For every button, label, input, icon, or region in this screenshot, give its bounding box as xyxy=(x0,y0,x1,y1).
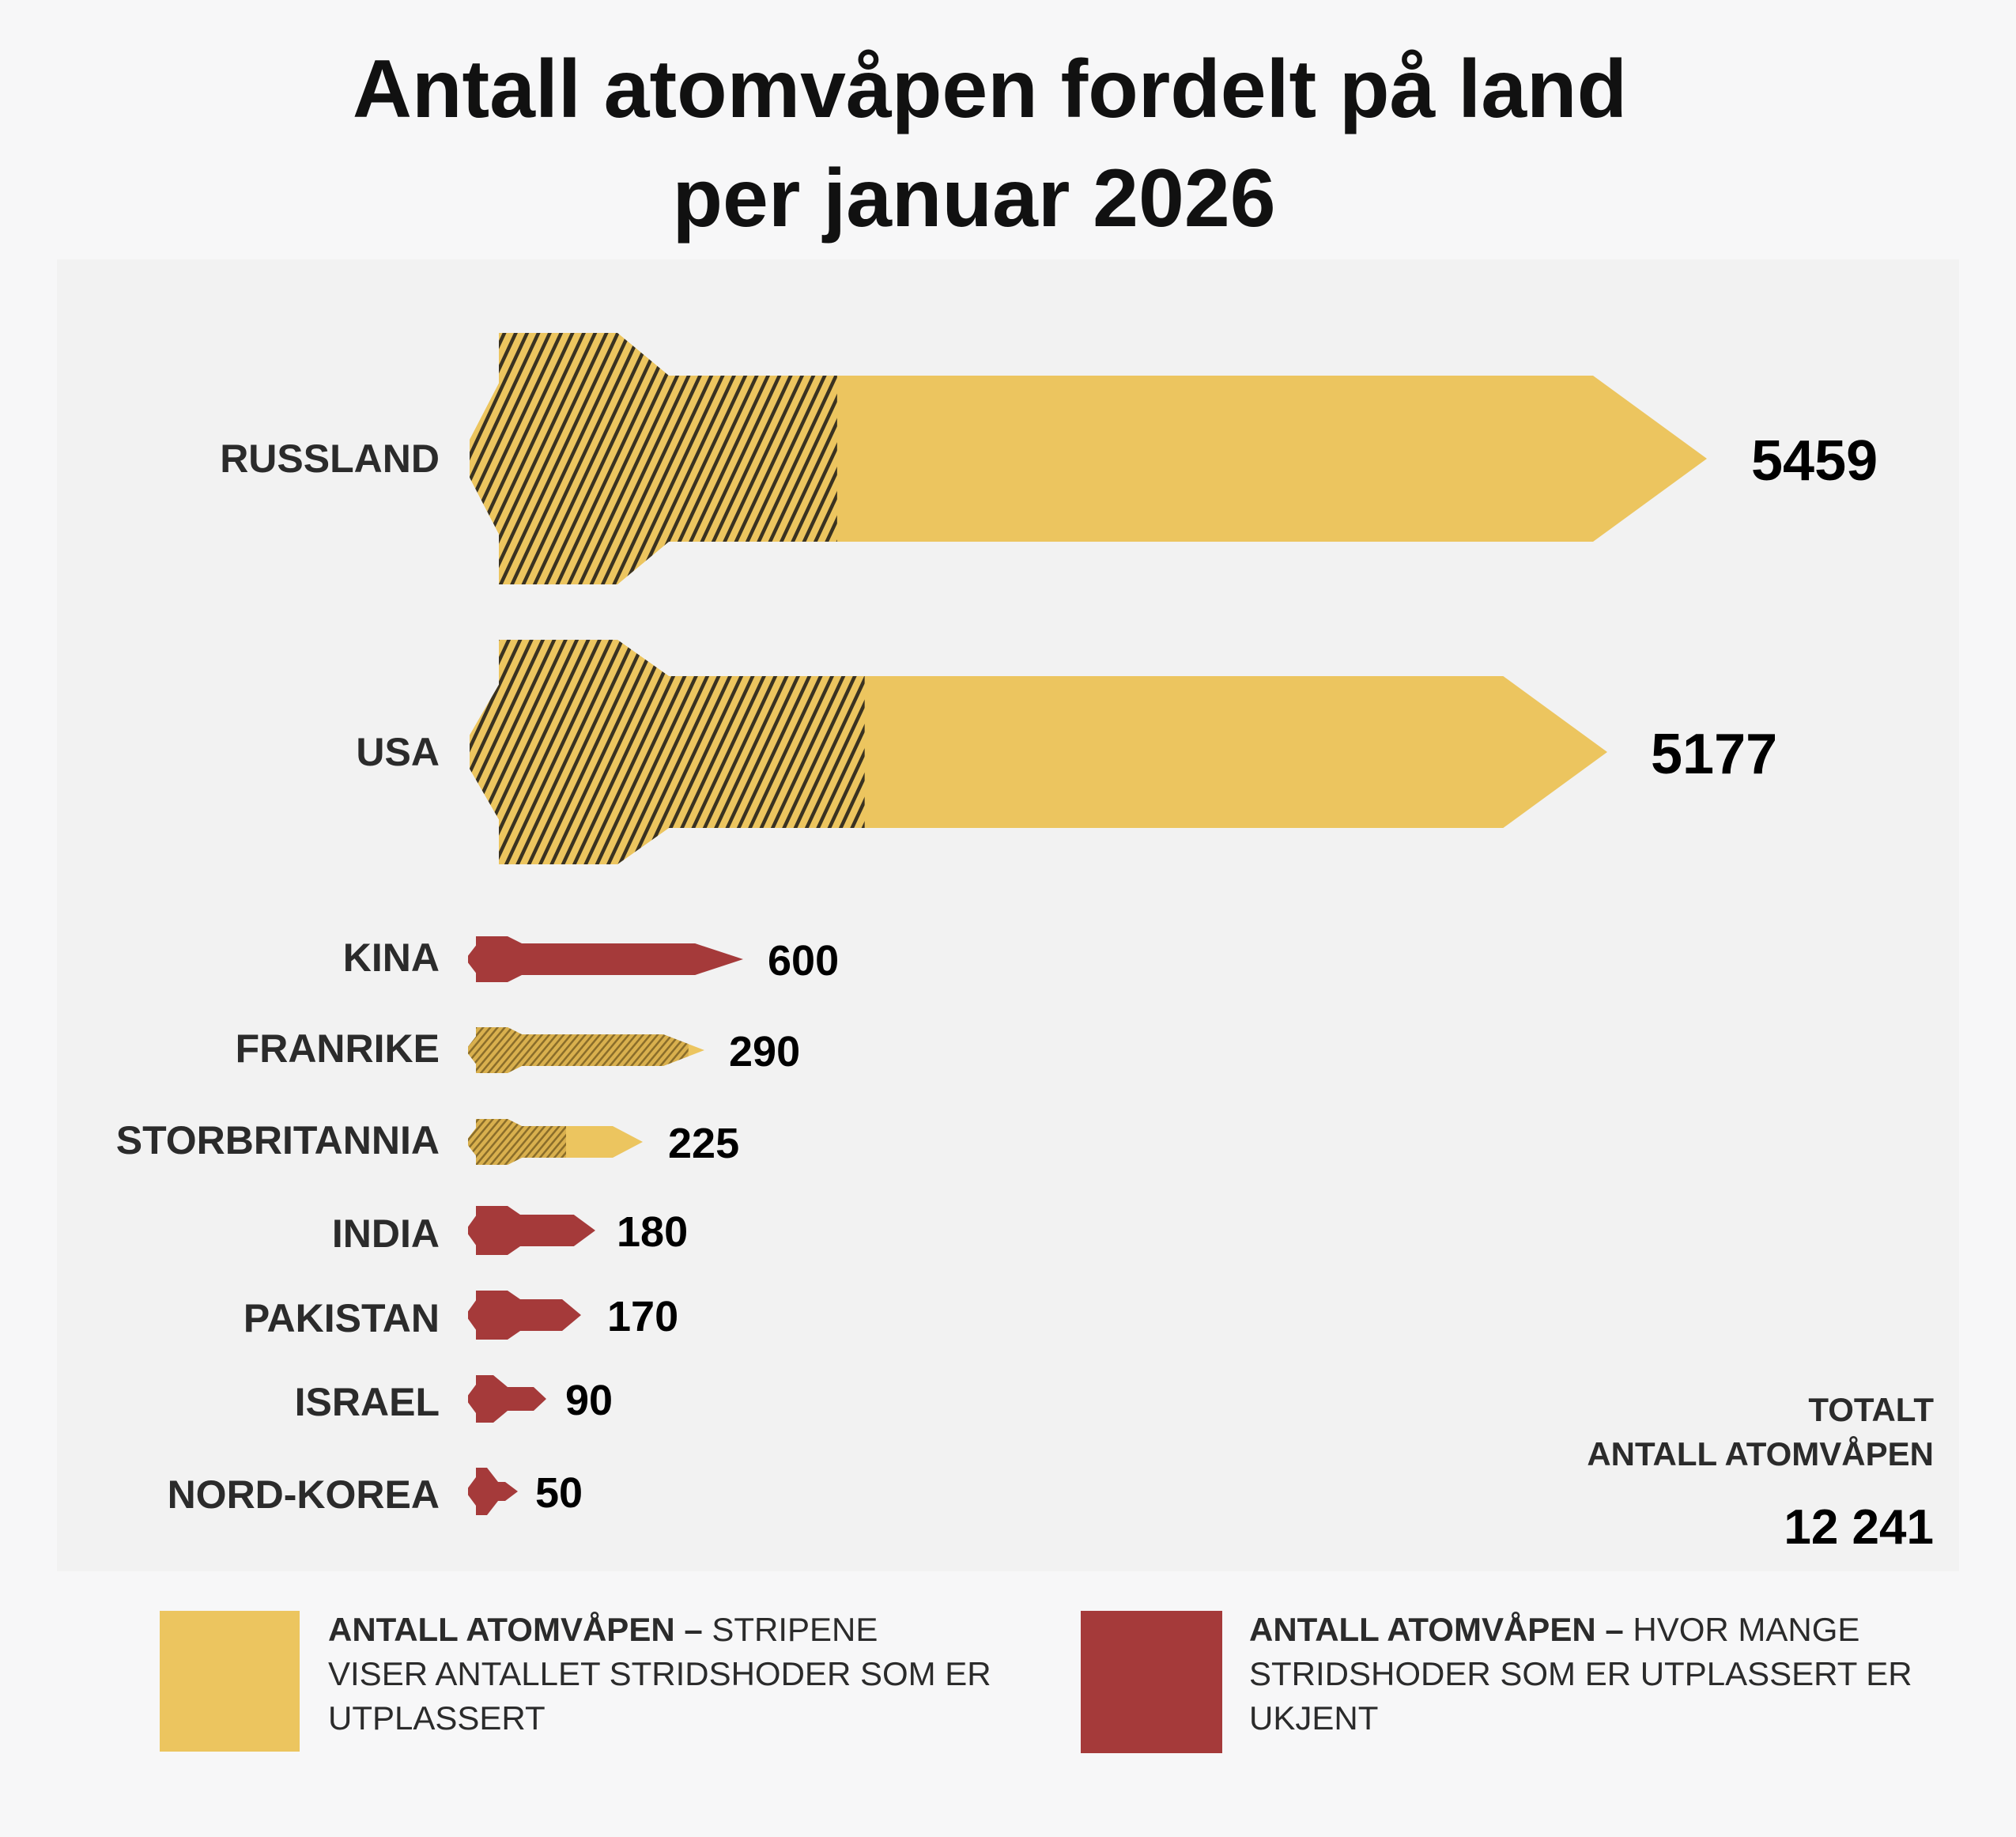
value-label: 5177 xyxy=(1651,723,1777,786)
bar-deployed-russland xyxy=(470,333,837,584)
legend-known-line3: UTPLASSERT xyxy=(328,1699,546,1737)
value-label: 225 xyxy=(668,1120,739,1167)
bar-deployed-usa xyxy=(470,640,865,864)
value-label: 180 xyxy=(617,1208,688,1256)
bars-group: RUSSLAND 5459 USA 5177 KINA 600 FRANRIKE 290 STO… xyxy=(116,333,1878,1517)
bar-kina xyxy=(468,936,743,982)
category-label: KINA xyxy=(343,936,440,980)
legend-unknown-line1: ANTALL ATOMVÅPEN – HVOR MANGE xyxy=(1249,1611,1859,1648)
category-label: RUSSLAND xyxy=(220,437,440,481)
category-label: PAKISTAN xyxy=(244,1296,440,1340)
category-label: FRANRIKE xyxy=(236,1026,440,1071)
legend-unknown-line2: STRIDSHODER SOM ER UTPLASSERT ER xyxy=(1249,1655,1912,1692)
total-label-line1: TOTALT xyxy=(1808,1391,1934,1428)
legend-swatch-known xyxy=(160,1611,300,1752)
legend-unknown-line3: UKJENT xyxy=(1249,1699,1378,1737)
bar-deployed-franrike xyxy=(468,1027,689,1073)
bar-nord-korea xyxy=(468,1468,518,1515)
value-label: 170 xyxy=(607,1293,678,1340)
value-label: 50 xyxy=(535,1469,583,1517)
chart-subtitle: per januar 2026 xyxy=(672,153,1275,244)
legend-known-line2: VISER ANTALLET STRIDSHODER SOM ER xyxy=(328,1655,991,1692)
total-label-line2: ANTALL ATOMVÅPEN xyxy=(1587,1435,1934,1472)
value-label: 290 xyxy=(729,1028,800,1075)
bar-pakistan xyxy=(468,1291,581,1340)
value-label: 90 xyxy=(565,1377,613,1424)
legend-swatch-unknown xyxy=(1081,1611,1222,1753)
value-label: 600 xyxy=(768,937,839,985)
category-label: NORD-KOREA xyxy=(168,1472,440,1517)
bar-deployed-storbritannia xyxy=(468,1119,566,1165)
bar-israel xyxy=(468,1375,546,1423)
chart-title: Antall atomvåpen fordelt på land xyxy=(353,43,1627,135)
total-value: 12 241 xyxy=(1784,1500,1934,1555)
value-label: 5459 xyxy=(1751,429,1878,493)
category-label: ISRAEL xyxy=(295,1380,440,1424)
category-label: INDIA xyxy=(332,1211,440,1256)
legend-known-line1: ANTALL ATOMVÅPEN – STRIPENE xyxy=(328,1611,878,1648)
category-label: USA xyxy=(356,730,440,774)
category-label: STORBRITANNIA xyxy=(116,1118,440,1162)
legend: ANTALL ATOMVÅPEN – STRIPENE VISER ANTALL… xyxy=(160,1611,1912,1753)
bar-india xyxy=(468,1206,595,1255)
